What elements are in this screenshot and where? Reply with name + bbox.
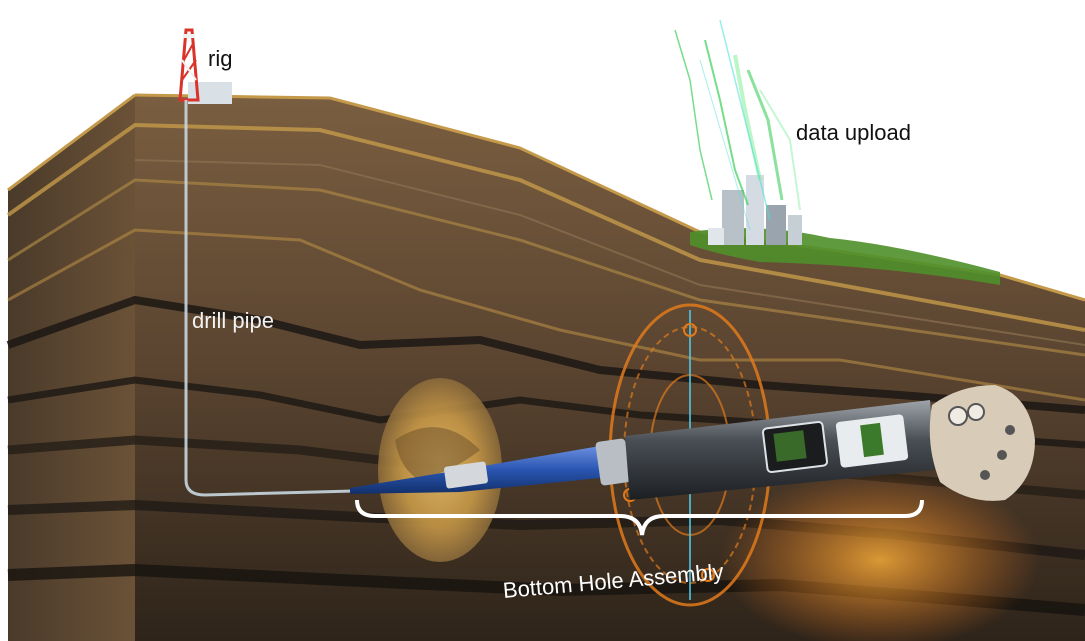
data-upload-streams [674, 19, 801, 231]
drill-pipe [184, 100, 391, 497]
rig-label: rig [208, 46, 233, 71]
tool-joint [444, 461, 488, 489]
sensor-electronics-1 [773, 430, 807, 462]
bottom-hole-assembly-icon [350, 400, 935, 500]
stratum-light-1 [134, 159, 1085, 346]
drill-pipe-label: drill pipe [192, 308, 274, 333]
stratum-gold-1 [6, 122, 1085, 332]
core-texture [395, 427, 480, 480]
bha-bracket [355, 499, 924, 536]
stratum-gold-2 [7, 178, 1085, 357]
stratum-black-1 [6, 295, 1085, 414]
data-upload-label: data upload [796, 120, 911, 145]
drilling-rig-icon [178, 28, 232, 104]
sensor-electronics-2 [860, 422, 884, 458]
formation-glow [720, 470, 1040, 641]
city-buildings-icon [708, 175, 802, 245]
surface-side-edge [7, 93, 136, 192]
stratum-gold-3 [7, 228, 1085, 402]
drill-bit-icon [929, 385, 1035, 501]
tool-coupling [595, 438, 631, 486]
